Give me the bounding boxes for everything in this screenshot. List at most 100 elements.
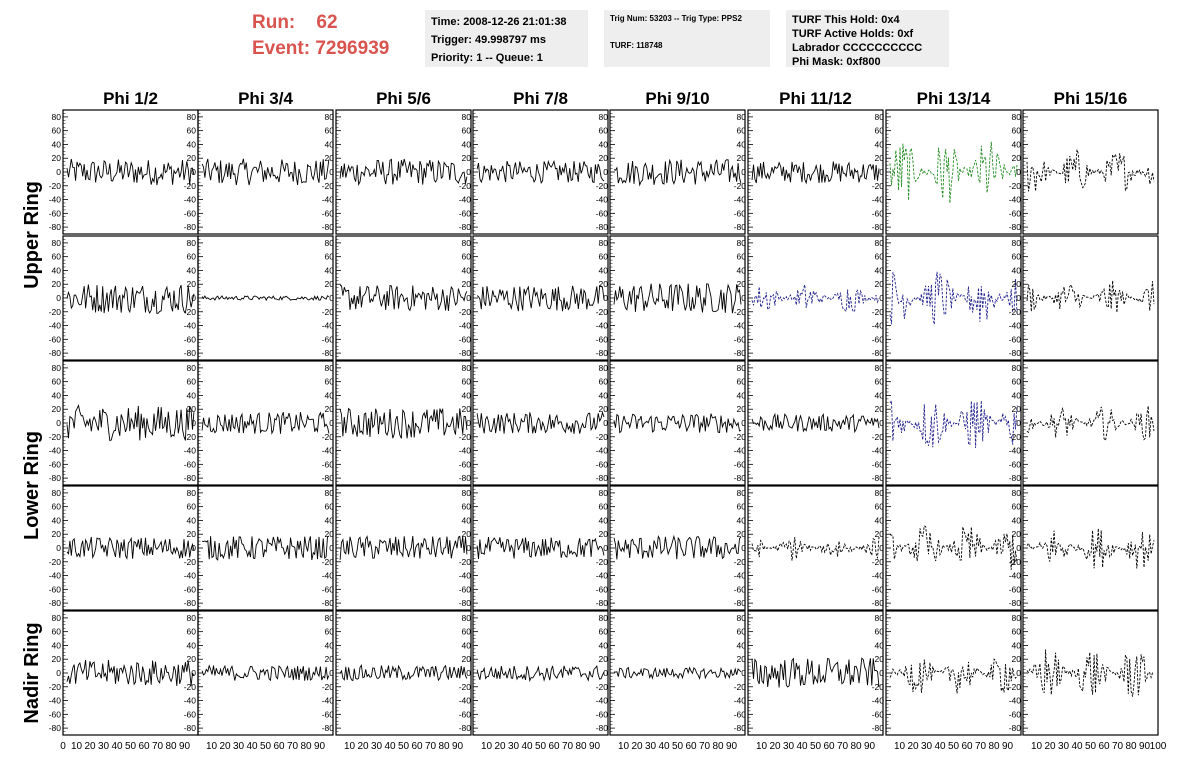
ytick-label-r3c8--40: -40: [1009, 446, 1022, 456]
ytick-label-r3c2--40: -40: [184, 446, 197, 456]
trig-info-panel: Trig Num: 53203 -- Trig Type: PPS2 TURF:…: [604, 10, 770, 67]
xtick-label-c8-40: 40: [1071, 741, 1083, 752]
ytick-label-r2c5--40: -40: [596, 321, 609, 331]
ytick-label-r2c3--20: -20: [322, 307, 335, 317]
ytick-label-r2c7-40: 40: [875, 265, 885, 275]
ytick-label-r5c5--20: -20: [596, 682, 609, 692]
ytick-label-r1c7-80: 80: [875, 112, 885, 122]
ytick-label-r2c1-40: 40: [52, 265, 62, 275]
ytick-label-r4c1-60: 60: [52, 502, 62, 512]
ytick-label-r3c3-60: 60: [325, 377, 335, 387]
ytick-label-r5c6-40: 40: [737, 640, 747, 650]
ytick-label-r2c3-0: 0: [329, 293, 334, 303]
ytick-label-r1c6-0: 0: [741, 167, 746, 177]
ytick-label-r5c4--20: -20: [459, 682, 472, 692]
ytick-label-r5c2--20: -20: [184, 682, 197, 692]
xtick-label-c5-30: 30: [645, 741, 657, 752]
ytick-label-r4c3--60: -60: [322, 584, 335, 594]
xtick-label-c6-50: 50: [810, 741, 822, 752]
ytick-label-r2c6-60: 60: [737, 252, 747, 262]
ytick-label-r4c3--80: -80: [322, 598, 335, 608]
xtick-label-c6-90: 90: [864, 741, 876, 752]
ytick-label-r3c5-20: 20: [599, 404, 609, 414]
waveform-trace-r3c4: [476, 410, 605, 434]
xtick-label-c7-80: 80: [988, 741, 1000, 752]
waveform-trace-r2c6: [751, 284, 880, 313]
ytick-label-r5c5-80: 80: [599, 613, 609, 623]
ytick-label-r5c2-0: 0: [191, 668, 196, 678]
ytick-label-r1c8-0: 0: [1016, 167, 1021, 177]
ytick-label-r5c8--20: -20: [1009, 682, 1022, 692]
ytick-label-r4c7-80: 80: [875, 488, 885, 498]
ytick-label-r1c2--20: -20: [184, 181, 197, 191]
xtick-label-c1-40: 40: [111, 741, 123, 752]
ytick-label-r5c6--60: -60: [734, 709, 747, 719]
trigger-text: Trigger: 49.998797 ms: [431, 34, 546, 46]
waveform-trace-r4c8: [1026, 528, 1155, 569]
xtick-label-c5-80: 80: [712, 741, 724, 752]
panel-frame-r1c7: [885, 109, 1022, 235]
ytick-label-r4c7--80: -80: [872, 598, 885, 608]
xtick-label-c3-40: 40: [384, 741, 396, 752]
ytick-label-r3c1--80: -80: [49, 473, 62, 483]
ytick-label-r5c7-60: 60: [875, 627, 885, 637]
ytick-label-r5c7--80: -80: [872, 723, 885, 733]
ytick-label-r1c7-20: 20: [875, 153, 885, 163]
panel-frame-r1c5: [609, 109, 746, 235]
ytick-label-r1c3--80: -80: [322, 222, 335, 232]
waveform-trace-r4c7: [889, 525, 1018, 570]
ytick-label-r5c7-80: 80: [875, 613, 885, 623]
ytick-label-r1c6--60: -60: [734, 208, 747, 218]
panel-frame-r4c2: [197, 485, 334, 611]
ytick-label-r4c2--20: -20: [184, 557, 197, 567]
ytick-label-r4c5-80: 80: [599, 488, 609, 498]
run-label: Run:: [252, 12, 296, 33]
xtick-label-c3-20: 20: [357, 741, 369, 752]
ytick-label-r5c4-40: 40: [462, 640, 472, 650]
xtick-label-c2-30: 30: [233, 741, 245, 752]
ytick-label-r1c1-60: 60: [52, 126, 62, 136]
ytick-label-r3c6--40: -40: [734, 446, 747, 456]
xtick-label-c7-50: 50: [948, 741, 960, 752]
waveform-trace-r3c2: [201, 411, 330, 435]
ytick-label-r3c3-0: 0: [329, 418, 334, 428]
xtick-label-c3-50: 50: [398, 741, 410, 752]
ytick-label-r2c8--80: -80: [1009, 348, 1022, 358]
ytick-label-r2c3--80: -80: [322, 348, 335, 358]
xtick-label-c2-70: 70: [287, 741, 299, 752]
ytick-label-r3c8--20: -20: [1009, 432, 1022, 442]
ring-label-1: Upper Ring: [21, 181, 43, 289]
ytick-label-r2c3-60: 60: [325, 252, 335, 262]
waveform-trace-r5c4: [476, 664, 605, 683]
ytick-label-r1c3-60: 60: [325, 126, 335, 136]
ytick-label-r3c2-20: 20: [187, 404, 197, 414]
ytick-label-r2c3--40: -40: [322, 321, 335, 331]
ytick-label-r4c8--60: -60: [1009, 584, 1022, 594]
ytick-label-r5c2-80: 80: [187, 613, 197, 623]
ytick-label-r2c4-80: 80: [462, 238, 472, 248]
ytick-label-r3c7-0: 0: [879, 418, 884, 428]
ytick-label-r3c2-40: 40: [187, 390, 197, 400]
turf-text: TURF: 118748: [610, 41, 663, 50]
ytick-label-r5c7--60: -60: [872, 709, 885, 719]
ytick-label-r2c7--60: -60: [872, 334, 885, 344]
ytick-label-r5c4-0: 0: [466, 668, 471, 678]
ytick-label-r2c1--20: -20: [49, 307, 62, 317]
ytick-label-r2c1--60: -60: [49, 334, 62, 344]
ytick-label-r1c2-0: 0: [191, 167, 196, 177]
waveform-trace-r1c5: [613, 158, 742, 187]
ytick-label-r5c7--40: -40: [872, 696, 885, 706]
ytick-label-r2c8--40: -40: [1009, 321, 1022, 331]
ytick-label-r2c6-40: 40: [737, 265, 747, 275]
ytick-label-r5c4--40: -40: [459, 696, 472, 706]
ytick-label-r4c6-20: 20: [737, 529, 747, 539]
ytick-label-r1c1-80: 80: [52, 112, 62, 122]
ytick-label-r1c1-0: 0: [56, 167, 61, 177]
ytick-label-r2c1-80: 80: [52, 238, 62, 248]
ytick-label-r1c4-0: 0: [466, 167, 471, 177]
xtick-label-c1-60: 60: [138, 741, 150, 752]
xtick-label-c7-60: 60: [961, 741, 973, 752]
ytick-label-r4c1--60: -60: [49, 584, 62, 594]
ytick-label-r3c7--40: -40: [872, 446, 885, 456]
xtick-label-c4-40: 40: [521, 741, 533, 752]
